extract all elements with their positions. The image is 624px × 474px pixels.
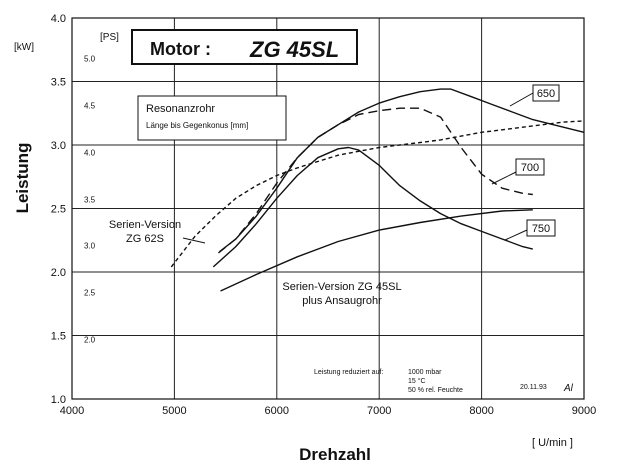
ps-tick-label: 4.5 xyxy=(84,102,96,111)
plot-frame xyxy=(71,17,585,400)
ps-tick-label: 4.0 xyxy=(84,149,96,158)
legend-title: Resonanzrohr xyxy=(146,103,215,115)
x-tick-label: 5000 xyxy=(162,405,186,417)
conditions-temperature: 15 °C xyxy=(408,377,426,385)
ps-tick-label: 2.5 xyxy=(84,288,96,297)
series-label-zg62s-leader xyxy=(182,237,206,244)
x-tick-label: 4000 xyxy=(60,405,84,417)
y-tick-label: 2.0 xyxy=(51,267,66,279)
y-tick-label: 1.5 xyxy=(51,331,66,343)
series-line-0 xyxy=(219,88,585,253)
x-tick-label: 8000 xyxy=(469,405,493,417)
chart-title: Motor : xyxy=(150,39,211,59)
y-tick-label: 3.5 xyxy=(51,77,66,89)
y-tick-label: 4.0 xyxy=(51,13,66,25)
legend-box xyxy=(137,95,287,141)
chart-date: 20.11.93 xyxy=(520,384,547,391)
x-axis-ticks: 4000 5000 6000 7000 8000 9000 xyxy=(60,405,596,417)
series-label-zg62s-line1: Serien-Version xyxy=(109,219,181,231)
series-label-zg45sl-line1: Serien-Version ZG 45SL xyxy=(282,281,401,293)
y-axis-unit-ps: [PS] xyxy=(100,32,119,43)
svg-text:700: 700 xyxy=(521,162,539,174)
ps-tick-label: 5.0 xyxy=(84,55,96,64)
y-axis-label: Leistung xyxy=(13,143,32,214)
signature: Al xyxy=(563,383,574,394)
y-tick-label: 1.0 xyxy=(51,394,66,406)
x-tick-label: 9000 xyxy=(572,405,596,417)
series-label-zg45sl-line2: plus Ansaugrohr xyxy=(302,295,382,307)
series-line-3 xyxy=(170,120,585,268)
chart-title-model: ZG 45SL xyxy=(249,37,339,62)
ps-tick-label: 3.5 xyxy=(84,196,96,205)
y-tick-label: 3.0 xyxy=(51,140,66,152)
y-axis-unit-kw: [kW] xyxy=(14,42,34,53)
conditions-label: Leistung reduziert auf: xyxy=(314,369,383,376)
series-line-4 xyxy=(220,209,533,292)
series-line-2 xyxy=(212,146,533,268)
y-axis-ticks: 1.0 1.5 2.0 2.5 3.0 3.5 4.0 xyxy=(51,13,66,406)
curve-label-750: 750 xyxy=(504,219,556,241)
series-label-zg62s-line2: ZG 62S xyxy=(126,233,164,245)
svg-text:750: 750 xyxy=(532,223,550,235)
ps-tick-label: 2.0 xyxy=(84,335,96,344)
x-tick-label: 6000 xyxy=(265,405,289,417)
y-tick-label: 2.5 xyxy=(51,204,66,216)
ps-axis-ticks: 2.0 2.5 3.0 3.5 4.0 4.5 5.0 xyxy=(84,55,96,345)
x-axis-label: Drehzahl xyxy=(299,445,371,464)
curve-label-700: 700 xyxy=(491,158,545,185)
title-box xyxy=(131,29,358,65)
series-lines xyxy=(170,88,585,292)
x-tick-label: 7000 xyxy=(367,405,391,417)
x-axis-unit: [ U/min ] xyxy=(532,437,573,449)
ps-tick-label: 3.0 xyxy=(84,241,96,250)
legend-subtitle: Länge bis Gegenkonus [mm] xyxy=(146,121,248,130)
grid-lines xyxy=(71,17,585,400)
svg-text:650: 650 xyxy=(537,88,555,100)
curve-label-650: 650 xyxy=(509,84,560,107)
conditions-humidity: 50 % rel. Feuchte xyxy=(408,387,463,394)
conditions-pressure: 1000 mbar xyxy=(408,369,442,376)
